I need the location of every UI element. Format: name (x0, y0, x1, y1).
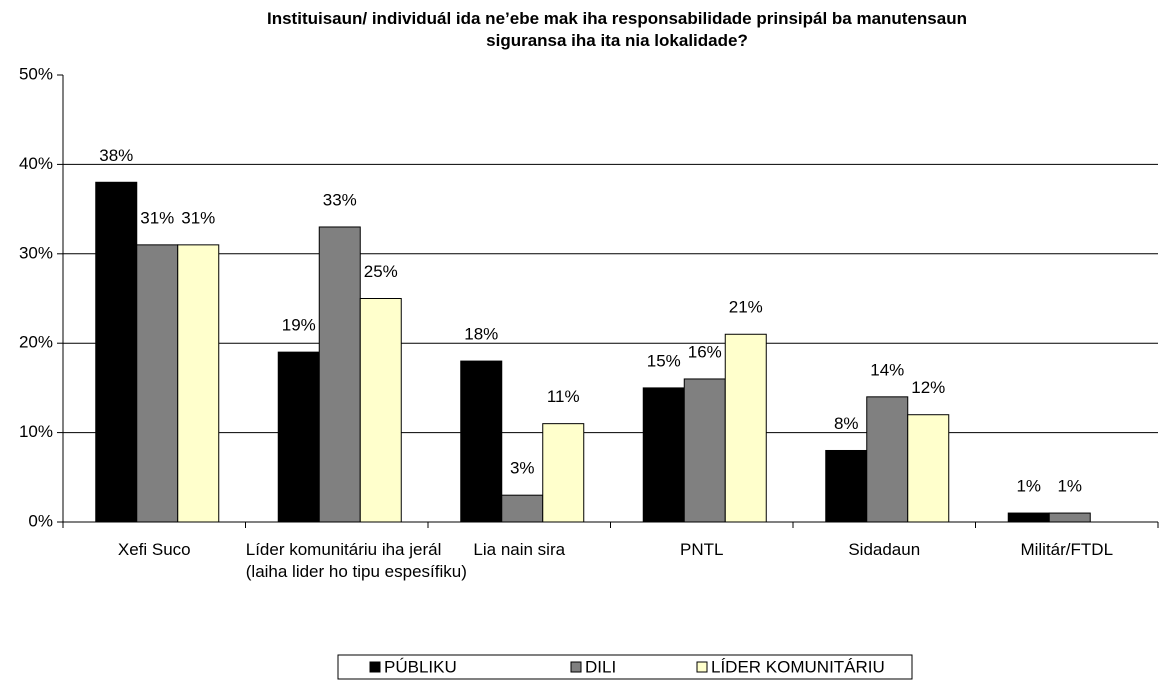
bar (724, 333, 767, 523)
x-tick-label: Militár/FTDL (1020, 540, 1114, 559)
value-label: 3% (510, 459, 535, 478)
value-label: 33% (323, 190, 357, 209)
x-tick-label: Lia nain sira (473, 540, 566, 559)
bar (683, 378, 726, 523)
value-label: 25% (364, 262, 398, 281)
legend-label: LÍDER KOMUNITÁRIU (711, 657, 885, 676)
value-label: 38% (99, 146, 133, 165)
value-label: 8% (834, 414, 859, 433)
y-tick-label: 0% (28, 511, 53, 530)
bar (318, 226, 361, 523)
bar (542, 423, 585, 523)
value-label: 19% (282, 316, 316, 335)
value-label: 12% (911, 378, 945, 397)
value-label: 11% (547, 387, 580, 406)
value-label: 18% (464, 325, 498, 344)
bar (359, 298, 402, 523)
x-tick-label: Líder komunitáriu iha jerál (laiha lider… (245, 540, 467, 581)
value-label: 1% (1057, 477, 1082, 496)
legend-label: PÚBLIKU (384, 657, 457, 676)
value-label: 1% (1016, 477, 1041, 496)
bar (277, 351, 320, 523)
bar (95, 181, 138, 523)
y-tick-label: 20% (19, 333, 53, 352)
bar (866, 396, 909, 523)
chart-title: Instituisaun/ individuál ida ne’ebe mak … (267, 9, 967, 50)
value-label: 16% (688, 342, 722, 361)
x-tick-label: Sidadaun (848, 540, 921, 559)
legend-swatch (570, 661, 582, 673)
bar (460, 360, 503, 523)
legend-swatch (369, 661, 381, 673)
value-label: 21% (729, 298, 763, 317)
value-label: 15% (647, 351, 681, 370)
y-tick-label: 30% (19, 243, 53, 262)
bar (136, 244, 179, 523)
bar (825, 449, 868, 523)
bar (907, 414, 950, 523)
bar (177, 244, 220, 523)
legend-swatch (696, 661, 708, 673)
bar (501, 494, 544, 523)
value-label: 31% (140, 208, 174, 227)
x-tick-label: PNTL (680, 540, 724, 559)
value-label: 31% (181, 208, 215, 227)
x-tick-label: Xefi Suco (117, 540, 191, 559)
y-tick-label: 10% (19, 422, 53, 441)
bar (642, 387, 685, 523)
bar (1007, 512, 1050, 523)
y-tick-label: 50% (19, 64, 53, 83)
y-tick-label: 40% (19, 154, 53, 173)
legend-box (337, 654, 913, 680)
bar (1048, 512, 1091, 523)
legend-label: DILI (585, 657, 616, 676)
value-label: 14% (870, 360, 904, 379)
